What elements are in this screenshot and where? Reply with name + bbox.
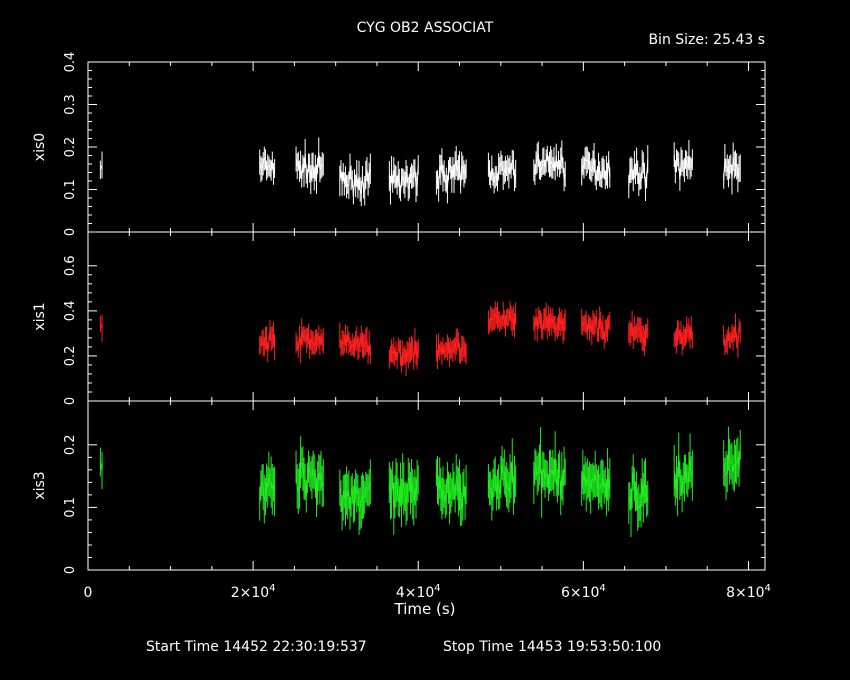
xis1-series-line xyxy=(673,327,693,344)
xis3-series-line xyxy=(487,460,517,500)
xis3-series-line xyxy=(259,473,276,504)
xis0-ytick-label: 0 xyxy=(63,228,78,236)
x-tick-label: 6×104 xyxy=(561,583,606,601)
xis0-series-line xyxy=(99,164,103,170)
xis1-series-line xyxy=(295,331,324,351)
xis3-frame xyxy=(87,400,766,571)
x-tick-label: 8×104 xyxy=(726,583,771,601)
xis3-ytick-label: 0.2 xyxy=(63,434,78,455)
xis3-series-line xyxy=(673,454,693,494)
xis3-panel: 0 0.1 0.2 xis3 xyxy=(32,400,766,574)
xis0-frame xyxy=(87,61,766,233)
xis0-series-line xyxy=(435,160,467,190)
xis1-series-line xyxy=(259,330,276,353)
xis0-ylabel: xis0 xyxy=(32,133,48,161)
xis3-series-line xyxy=(339,481,371,514)
xis1-panel: 0 0.2 0.4 0.6 xis1 xyxy=(32,231,766,405)
xis1-frame xyxy=(87,231,766,402)
xis3-series-line xyxy=(295,461,324,498)
xis3-series-line xyxy=(435,472,467,509)
xis0-ytick-label: 0.4 xyxy=(63,52,78,73)
xis3-ytick-label: 0.1 xyxy=(63,497,78,518)
xis3-series-line xyxy=(533,450,566,498)
xis0-series-line xyxy=(628,159,649,189)
xis3-series-line xyxy=(99,461,103,471)
xis0-series-line xyxy=(259,157,276,175)
xis3-data xyxy=(99,426,741,537)
xis0-data xyxy=(99,137,741,207)
xis1-series-line xyxy=(581,317,611,340)
xis0-series-line xyxy=(388,164,419,194)
xis0-series-line xyxy=(295,152,324,180)
xis1-ytick-label: 0.6 xyxy=(63,255,78,276)
xis1-ytick-label: 0.4 xyxy=(63,301,78,322)
chart-title: CYG OB2 ASSOCIAT xyxy=(357,20,494,36)
x-axis: 0 2×104 4×104 6×104 8×104 xyxy=(84,583,771,601)
xis1-series-line xyxy=(723,325,741,348)
xis0-series-line xyxy=(533,153,566,180)
xis3-ylabel: xis3 xyxy=(32,471,48,499)
xis0-series-line xyxy=(487,159,517,183)
xis3-series-line xyxy=(628,472,649,513)
xis1-series-line xyxy=(339,334,371,355)
x-tick-label: 0 xyxy=(84,585,93,601)
xis0-series-line xyxy=(581,157,611,181)
xis3-ytick-label: 0 xyxy=(63,566,78,574)
xis3-series-line xyxy=(388,475,419,509)
xis0-series-line xyxy=(339,166,371,197)
xis0-series-line xyxy=(673,154,693,180)
bin-size-label: Bin Size: 25.43 s xyxy=(648,32,765,48)
xis0-ytick-label: 0.2 xyxy=(63,137,78,158)
xis1-series-line xyxy=(435,338,467,360)
x-tick-label: 4×104 xyxy=(396,583,441,601)
x-tick-label: 2×104 xyxy=(231,583,276,601)
start-time-label: Start Time 14452 22:30:19:537 xyxy=(146,639,367,655)
xis0-series-line xyxy=(723,156,741,181)
xis1-series-line xyxy=(533,315,566,332)
xis3-series-line xyxy=(723,444,741,477)
xis0-ytick-label: 0.3 xyxy=(63,94,78,115)
xis0-ytick-label: 0.1 xyxy=(63,179,78,200)
xis1-series-line xyxy=(487,310,517,326)
xis0-panel: 0 0.1 0.2 0.3 0.4 xis0 xyxy=(32,52,766,236)
xis1-series-line xyxy=(388,341,419,365)
panels: 0 0.1 0.2 0.3 0.4 xis0 0 0.2 0.4 0.6 xis1 0 0.1 0.2 xi… xyxy=(32,52,766,574)
xis3-series-line xyxy=(581,472,611,498)
xis1-data xyxy=(99,300,741,376)
xis1-series-line xyxy=(99,323,103,329)
stop-time-label: Stop Time 14453 19:53:50:100 xyxy=(443,639,661,655)
x-axis-label: Time (s) xyxy=(394,600,456,618)
xis1-ylabel: xis1 xyxy=(32,302,48,330)
xis1-series-line xyxy=(628,323,649,344)
xis1-ytick-label: 0 xyxy=(63,397,78,405)
xis1-ytick-label: 0.2 xyxy=(63,346,78,367)
